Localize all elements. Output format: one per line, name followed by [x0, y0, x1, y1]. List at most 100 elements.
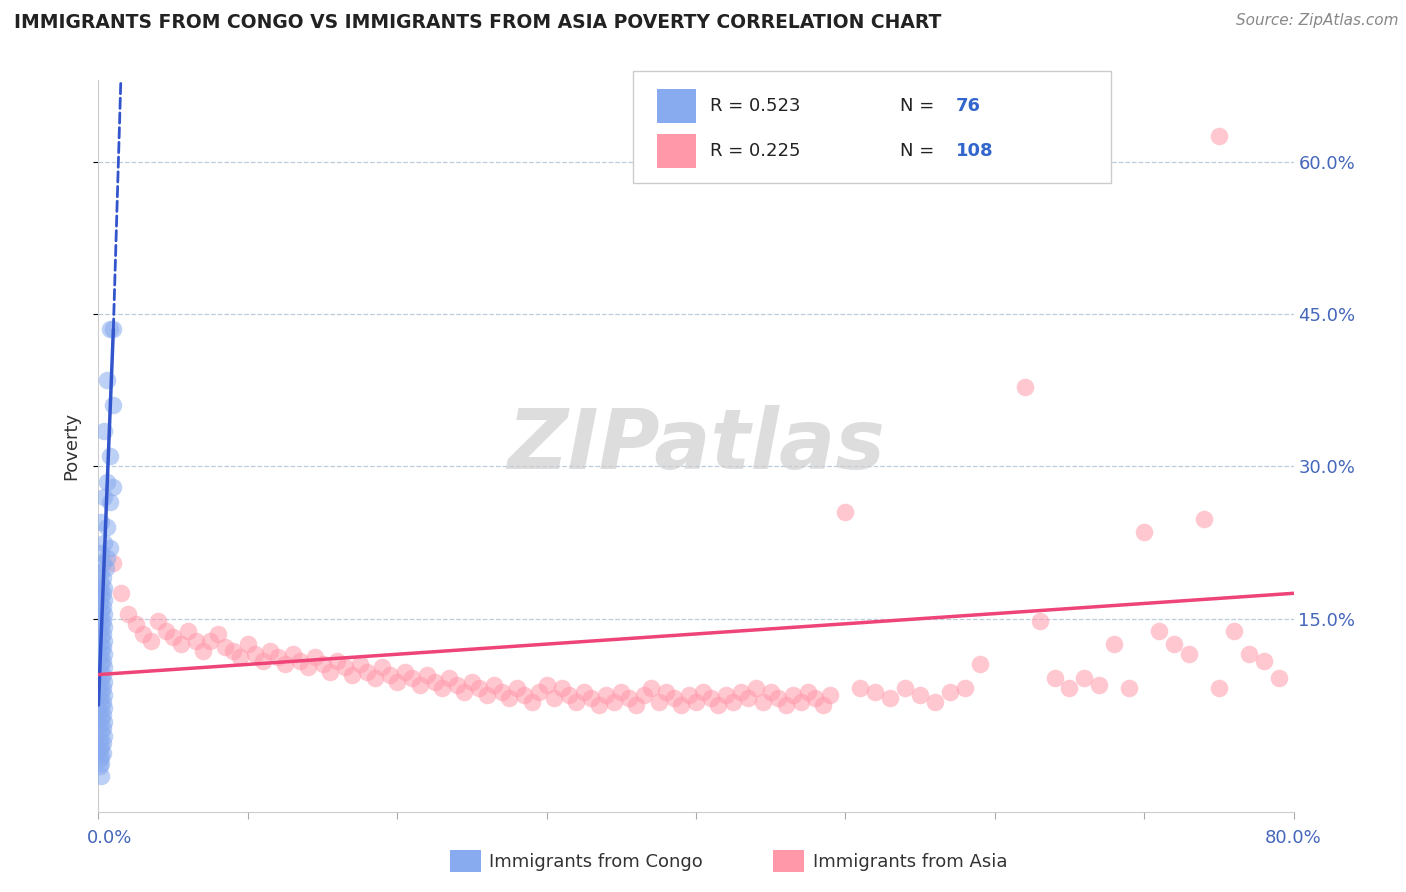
Point	[775, 698, 797, 712]
Text: R = 0.523: R = 0.523	[710, 97, 800, 115]
Point	[274, 657, 297, 672]
Point	[96, 373, 118, 387]
Point	[93, 490, 115, 504]
Point	[155, 624, 177, 638]
Point	[91, 722, 114, 736]
Point	[745, 681, 768, 695]
Point	[91, 586, 114, 600]
Point	[125, 616, 148, 631]
Point	[281, 647, 304, 661]
Point	[90, 630, 112, 644]
Point	[484, 678, 506, 692]
Point	[536, 678, 558, 692]
Point	[89, 759, 111, 773]
Point	[207, 627, 229, 641]
Point	[1237, 647, 1260, 661]
Point	[93, 593, 115, 607]
Point	[333, 660, 356, 674]
Point	[90, 644, 112, 658]
Point	[90, 769, 112, 783]
Point	[669, 698, 692, 712]
Text: N =: N =	[900, 97, 934, 115]
Point	[91, 627, 114, 641]
Point	[342, 667, 364, 681]
Point	[797, 685, 820, 699]
Point	[103, 398, 125, 412]
Point	[908, 688, 931, 702]
Point	[617, 690, 640, 705]
Point	[737, 690, 759, 705]
Point	[364, 671, 387, 685]
Point	[543, 690, 565, 705]
Point	[1253, 654, 1275, 668]
Point	[647, 695, 669, 709]
Point	[655, 685, 678, 699]
Point	[640, 681, 662, 695]
Point	[90, 685, 112, 699]
Point	[700, 690, 723, 705]
Point	[89, 741, 111, 756]
Text: N =: N =	[900, 142, 939, 160]
Point	[924, 695, 946, 709]
Point	[385, 674, 409, 689]
Point	[90, 739, 112, 753]
Y-axis label: Poverty: Poverty	[62, 412, 80, 480]
Point	[96, 520, 118, 534]
Point	[89, 678, 111, 692]
Point	[89, 752, 111, 766]
Point	[692, 685, 714, 699]
Point	[200, 634, 222, 648]
Point	[356, 665, 378, 679]
Point	[90, 590, 112, 604]
Point	[93, 620, 115, 634]
Point	[89, 665, 111, 679]
Point	[565, 695, 588, 709]
Point	[91, 654, 114, 668]
Point	[311, 657, 333, 672]
Point	[90, 725, 112, 739]
Text: Immigrants from Asia: Immigrants from Asia	[813, 853, 1007, 871]
Point	[236, 637, 259, 651]
Point	[96, 550, 118, 565]
Point	[297, 660, 319, 674]
Point	[267, 650, 290, 665]
Point	[1088, 678, 1111, 692]
Point	[953, 681, 976, 695]
Point	[430, 681, 453, 695]
Point	[89, 650, 111, 665]
Point	[1059, 681, 1081, 695]
Point	[416, 667, 439, 681]
Point	[184, 634, 207, 648]
Point	[633, 688, 655, 702]
Point	[439, 671, 461, 685]
Point	[100, 495, 122, 509]
Point	[498, 690, 520, 705]
Point	[96, 475, 118, 489]
Point	[90, 711, 112, 725]
Point	[100, 541, 122, 555]
Point	[723, 695, 745, 709]
Point	[453, 685, 475, 699]
Point	[91, 556, 114, 570]
Point	[90, 515, 112, 529]
Point	[1223, 624, 1246, 638]
Point	[610, 685, 633, 699]
Point	[1104, 637, 1126, 651]
Text: 76: 76	[956, 97, 981, 115]
Point	[401, 671, 423, 685]
Point	[91, 640, 114, 655]
Point	[550, 681, 572, 695]
Point	[148, 614, 170, 628]
Point	[100, 322, 122, 336]
Point	[90, 546, 112, 560]
Point	[1043, 671, 1066, 685]
Point	[93, 674, 115, 689]
Point	[789, 695, 811, 709]
Point	[894, 681, 917, 695]
Point	[572, 685, 595, 699]
Point	[89, 583, 111, 598]
Text: IMMIGRANTS FROM CONGO VS IMMIGRANTS FROM ASIA POVERTY CORRELATION CHART: IMMIGRANTS FROM CONGO VS IMMIGRANTS FROM…	[14, 13, 942, 32]
Point	[100, 449, 122, 463]
Point	[90, 671, 112, 685]
Point	[1267, 671, 1289, 685]
